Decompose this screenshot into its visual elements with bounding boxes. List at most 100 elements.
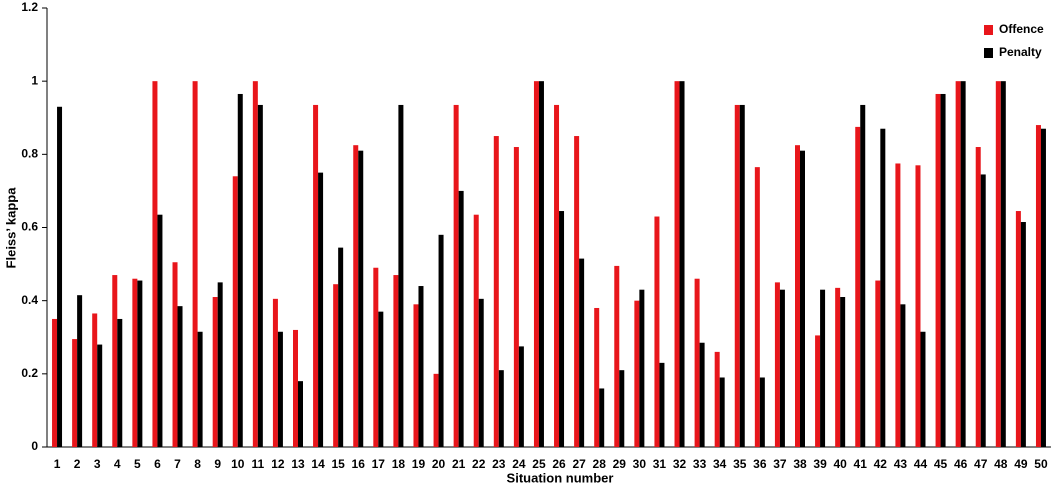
x-tick-label: 12	[271, 457, 285, 471]
bar	[298, 381, 303, 447]
y-tick-label: 1.2	[21, 0, 38, 14]
x-tick-label: 11	[251, 457, 264, 471]
bar	[112, 275, 118, 447]
bar	[880, 128, 886, 447]
bar	[855, 126, 861, 447]
bar	[774, 282, 780, 447]
bar	[875, 280, 881, 447]
legend-swatch	[984, 48, 993, 58]
bar	[92, 313, 98, 447]
bar	[980, 174, 986, 447]
y-tick-label: 1	[31, 73, 38, 87]
bar	[197, 331, 203, 447]
bar	[574, 136, 580, 447]
bar	[714, 351, 720, 447]
x-tick-label: 19	[412, 457, 426, 471]
x-tick-label: 38	[793, 457, 807, 471]
bar	[212, 297, 218, 447]
bar	[257, 104, 263, 447]
x-tick-label: 44	[914, 457, 928, 471]
bar	[860, 104, 866, 447]
bar	[1020, 222, 1026, 447]
x-tick-label: 40	[833, 457, 847, 471]
bar	[739, 104, 745, 447]
bar	[177, 306, 183, 447]
bar	[759, 377, 765, 447]
bar	[995, 81, 1001, 448]
bar	[293, 329, 298, 447]
bar	[137, 280, 143, 447]
bar	[654, 216, 660, 447]
legend-swatch	[984, 25, 993, 35]
bar	[795, 145, 800, 447]
x-axis-title: Situation number	[507, 470, 614, 485]
bar	[478, 298, 484, 447]
bar	[1035, 125, 1041, 448]
x-tick-label: 33	[693, 457, 707, 471]
bar	[132, 278, 138, 447]
bar	[1015, 211, 1021, 447]
x-tick-label: 46	[954, 457, 968, 471]
bar	[935, 93, 941, 448]
x-tick-label: 16	[352, 457, 366, 471]
bar	[77, 295, 83, 447]
bar	[338, 247, 344, 447]
bar	[835, 287, 841, 447]
x-tick-label: 42	[874, 457, 888, 471]
x-tick-label: 10	[231, 457, 245, 471]
bar	[438, 234, 444, 447]
bar	[800, 150, 805, 448]
x-tick-label: 8	[194, 457, 201, 471]
x-tick-label: 2	[74, 457, 81, 471]
x-tick-label: 24	[512, 457, 526, 471]
bar	[920, 331, 926, 447]
bar	[960, 81, 966, 448]
x-tick-label: 43	[894, 457, 908, 471]
bar	[594, 307, 600, 447]
bar	[659, 362, 665, 447]
y-tick-label: 0.8	[21, 147, 38, 161]
bar	[232, 176, 238, 448]
bar	[639, 289, 645, 447]
bar	[333, 284, 339, 447]
bar	[1040, 128, 1046, 447]
legend-label: Offence	[999, 22, 1044, 36]
bar	[52, 318, 58, 447]
bar	[413, 304, 419, 447]
bar	[895, 163, 901, 447]
bar	[473, 214, 479, 447]
x-tick-label: 15	[331, 457, 345, 471]
bar	[754, 167, 760, 447]
x-tick-label: 31	[653, 457, 667, 471]
x-tick-label: 21	[452, 457, 466, 471]
y-tick-label: 0.6	[21, 220, 38, 234]
x-tick-label: 22	[472, 457, 486, 471]
x-tick-label: 13	[291, 457, 305, 471]
x-tick-label: 49	[1014, 457, 1028, 471]
bar	[900, 304, 906, 447]
bar	[815, 335, 821, 447]
bar	[559, 211, 565, 447]
x-tick-label: 4	[114, 457, 121, 471]
bar	[373, 267, 379, 447]
bar	[779, 289, 785, 447]
x-tick-label: 27	[572, 457, 586, 471]
bar	[378, 311, 384, 447]
bar	[820, 289, 826, 447]
bar	[453, 104, 459, 447]
bar	[840, 297, 846, 447]
bar	[393, 275, 399, 447]
bar	[554, 104, 560, 447]
bar	[358, 150, 364, 448]
bar	[975, 147, 981, 447]
bar	[97, 344, 103, 447]
bar	[579, 258, 585, 447]
x-tick-label: 18	[392, 457, 406, 471]
bar	[694, 278, 700, 447]
x-tick-label: 32	[673, 457, 687, 471]
bar	[915, 165, 921, 447]
y-tick-label: 0.2	[21, 366, 38, 380]
bar	[318, 172, 324, 447]
x-tick-label: 6	[154, 457, 161, 471]
